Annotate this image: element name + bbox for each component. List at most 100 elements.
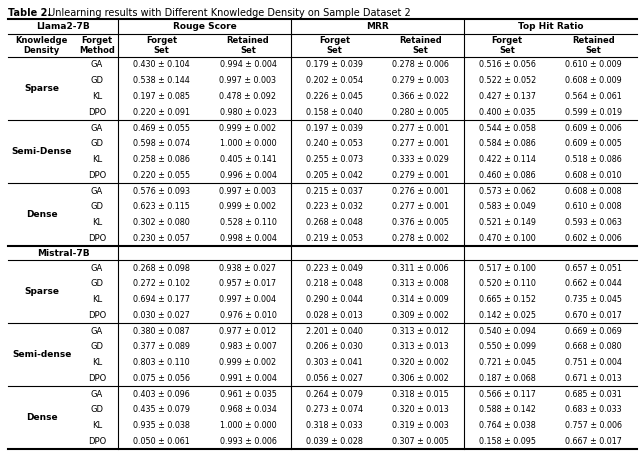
Text: 0.158 ± 0.040: 0.158 ± 0.040 (306, 108, 363, 117)
Text: Retained
Set: Retained Set (227, 36, 269, 55)
Text: Top Hit Ratio: Top Hit Ratio (518, 22, 583, 31)
Text: 0.994 ± 0.004: 0.994 ± 0.004 (220, 61, 276, 69)
Text: 0.306 ± 0.002: 0.306 ± 0.002 (392, 374, 449, 383)
Text: 0.623 ± 0.115: 0.623 ± 0.115 (133, 202, 190, 212)
Text: Knowledge
Density: Knowledge Density (15, 36, 68, 55)
Text: 0.540 ± 0.094: 0.540 ± 0.094 (479, 327, 536, 336)
Text: GA: GA (91, 124, 103, 133)
Text: DPO: DPO (88, 437, 106, 446)
Text: 0.158 ± 0.095: 0.158 ± 0.095 (479, 437, 536, 446)
Text: 0.380 ± 0.087: 0.380 ± 0.087 (133, 327, 190, 336)
Text: DPO: DPO (88, 374, 106, 383)
Text: 0.056 ± 0.027: 0.056 ± 0.027 (306, 374, 363, 383)
Text: 0.202 ± 0.054: 0.202 ± 0.054 (306, 76, 363, 85)
Text: 0.721 ± 0.045: 0.721 ± 0.045 (479, 358, 536, 367)
Text: 0.403 ± 0.096: 0.403 ± 0.096 (133, 390, 190, 399)
Text: 0.516 ± 0.056: 0.516 ± 0.056 (479, 61, 536, 69)
Text: DPO: DPO (88, 234, 106, 243)
Text: 0.430 ± 0.104: 0.430 ± 0.104 (133, 61, 190, 69)
Text: 0.187 ± 0.068: 0.187 ± 0.068 (479, 374, 536, 383)
Text: 0.671 ± 0.013: 0.671 ± 0.013 (565, 374, 622, 383)
Text: 0.550 ± 0.099: 0.550 ± 0.099 (479, 342, 536, 352)
Text: 1.000 ± 0.000: 1.000 ± 0.000 (220, 140, 276, 148)
Text: 0.608 ± 0.008: 0.608 ± 0.008 (565, 187, 622, 196)
Text: 0.376 ± 0.005: 0.376 ± 0.005 (392, 218, 449, 227)
Text: 0.427 ± 0.137: 0.427 ± 0.137 (479, 92, 536, 101)
Text: 0.991 ± 0.004: 0.991 ± 0.004 (220, 374, 276, 383)
Text: 0.662 ± 0.044: 0.662 ± 0.044 (565, 280, 622, 288)
Text: 0.318 ± 0.033: 0.318 ± 0.033 (306, 421, 363, 430)
Text: GD: GD (91, 342, 104, 352)
Text: 0.028 ± 0.013: 0.028 ± 0.013 (306, 311, 363, 320)
Text: 0.665 ± 0.152: 0.665 ± 0.152 (479, 295, 536, 304)
Text: 0.997 ± 0.004: 0.997 ± 0.004 (220, 295, 276, 304)
Text: 0.583 ± 0.049: 0.583 ± 0.049 (479, 202, 536, 212)
Text: 0.422 ± 0.114: 0.422 ± 0.114 (479, 155, 536, 164)
Text: 0.405 ± 0.141: 0.405 ± 0.141 (220, 155, 276, 164)
Text: 0.219 ± 0.053: 0.219 ± 0.053 (306, 234, 363, 243)
Text: 0.290 ± 0.044: 0.290 ± 0.044 (306, 295, 363, 304)
Text: DPO: DPO (88, 171, 106, 180)
Text: 0.277 ± 0.001: 0.277 ± 0.001 (392, 140, 449, 148)
Text: 0.205 ± 0.042: 0.205 ± 0.042 (306, 171, 363, 180)
Text: KL: KL (92, 358, 102, 367)
Text: GD: GD (91, 76, 104, 85)
Text: 0.313 ± 0.012: 0.313 ± 0.012 (392, 327, 449, 336)
Text: Retained
Set: Retained Set (399, 36, 442, 55)
Text: DPO: DPO (88, 311, 106, 320)
Text: 0.280 ± 0.005: 0.280 ± 0.005 (392, 108, 449, 117)
Text: 0.520 ± 0.110: 0.520 ± 0.110 (479, 280, 536, 288)
Text: GA: GA (91, 327, 103, 336)
Text: 0.977 ± 0.012: 0.977 ± 0.012 (220, 327, 276, 336)
Text: 0.311 ± 0.006: 0.311 ± 0.006 (392, 264, 449, 273)
Text: Forget
Set: Forget Set (146, 36, 177, 55)
Text: 0.218 ± 0.048: 0.218 ± 0.048 (306, 280, 363, 288)
Text: Dense: Dense (26, 413, 58, 422)
Text: 0.599 ± 0.019: 0.599 ± 0.019 (565, 108, 622, 117)
Text: 0.268 ± 0.098: 0.268 ± 0.098 (133, 264, 190, 273)
Text: 0.197 ± 0.039: 0.197 ± 0.039 (306, 124, 363, 133)
Text: 0.998 ± 0.004: 0.998 ± 0.004 (220, 234, 276, 243)
Text: 0.273 ± 0.074: 0.273 ± 0.074 (306, 405, 363, 414)
Text: Mistral-7B: Mistral-7B (36, 249, 90, 258)
Text: Table 2.: Table 2. (8, 8, 51, 18)
Text: Rouge Score: Rouge Score (173, 22, 237, 31)
Text: 0.307 ± 0.005: 0.307 ± 0.005 (392, 437, 449, 446)
Text: 0.303 ± 0.041: 0.303 ± 0.041 (306, 358, 363, 367)
Text: 0.751 ± 0.004: 0.751 ± 0.004 (565, 358, 622, 367)
Text: 0.685 ± 0.031: 0.685 ± 0.031 (565, 390, 622, 399)
Text: Semi-dense: Semi-dense (12, 350, 72, 359)
Text: 0.961 ± 0.035: 0.961 ± 0.035 (220, 390, 276, 399)
Text: 0.976 ± 0.010: 0.976 ± 0.010 (220, 311, 276, 320)
Text: 0.598 ± 0.074: 0.598 ± 0.074 (133, 140, 190, 148)
Text: 0.277 ± 0.001: 0.277 ± 0.001 (392, 124, 449, 133)
Text: 0.460 ± 0.086: 0.460 ± 0.086 (479, 171, 536, 180)
Text: 0.997 ± 0.003: 0.997 ± 0.003 (220, 187, 276, 196)
Text: 0.573 ± 0.062: 0.573 ± 0.062 (479, 187, 536, 196)
Text: Unlearning results with Different Knowledge Density on Sample Dataset 2: Unlearning results with Different Knowle… (45, 8, 411, 18)
Text: GA: GA (91, 61, 103, 69)
Text: 0.957 ± 0.017: 0.957 ± 0.017 (220, 280, 276, 288)
Text: KL: KL (92, 421, 102, 430)
Text: 0.279 ± 0.001: 0.279 ± 0.001 (392, 171, 449, 180)
Text: 0.996 ± 0.004: 0.996 ± 0.004 (220, 171, 276, 180)
Text: Retained
Set: Retained Set (572, 36, 615, 55)
Text: GA: GA (91, 390, 103, 399)
Text: 0.980 ± 0.023: 0.980 ± 0.023 (220, 108, 276, 117)
Text: 0.255 ± 0.073: 0.255 ± 0.073 (306, 155, 363, 164)
Text: 0.608 ± 0.009: 0.608 ± 0.009 (565, 76, 622, 85)
Text: 0.223 ± 0.032: 0.223 ± 0.032 (306, 202, 363, 212)
Text: 0.377 ± 0.089: 0.377 ± 0.089 (133, 342, 190, 352)
Text: 0.318 ± 0.015: 0.318 ± 0.015 (392, 390, 449, 399)
Text: KL: KL (92, 92, 102, 101)
Text: 0.938 ± 0.027: 0.938 ± 0.027 (220, 264, 276, 273)
Text: 0.609 ± 0.005: 0.609 ± 0.005 (565, 140, 622, 148)
Text: GA: GA (91, 187, 103, 196)
Text: Llama2-7B: Llama2-7B (36, 22, 90, 31)
Text: 0.197 ± 0.085: 0.197 ± 0.085 (133, 92, 190, 101)
Text: 0.039 ± 0.028: 0.039 ± 0.028 (306, 437, 363, 446)
Text: 0.469 ± 0.055: 0.469 ± 0.055 (133, 124, 190, 133)
Text: 0.435 ± 0.079: 0.435 ± 0.079 (133, 405, 190, 414)
Text: 0.668 ± 0.080: 0.668 ± 0.080 (565, 342, 622, 352)
Text: 0.993 ± 0.006: 0.993 ± 0.006 (220, 437, 276, 446)
